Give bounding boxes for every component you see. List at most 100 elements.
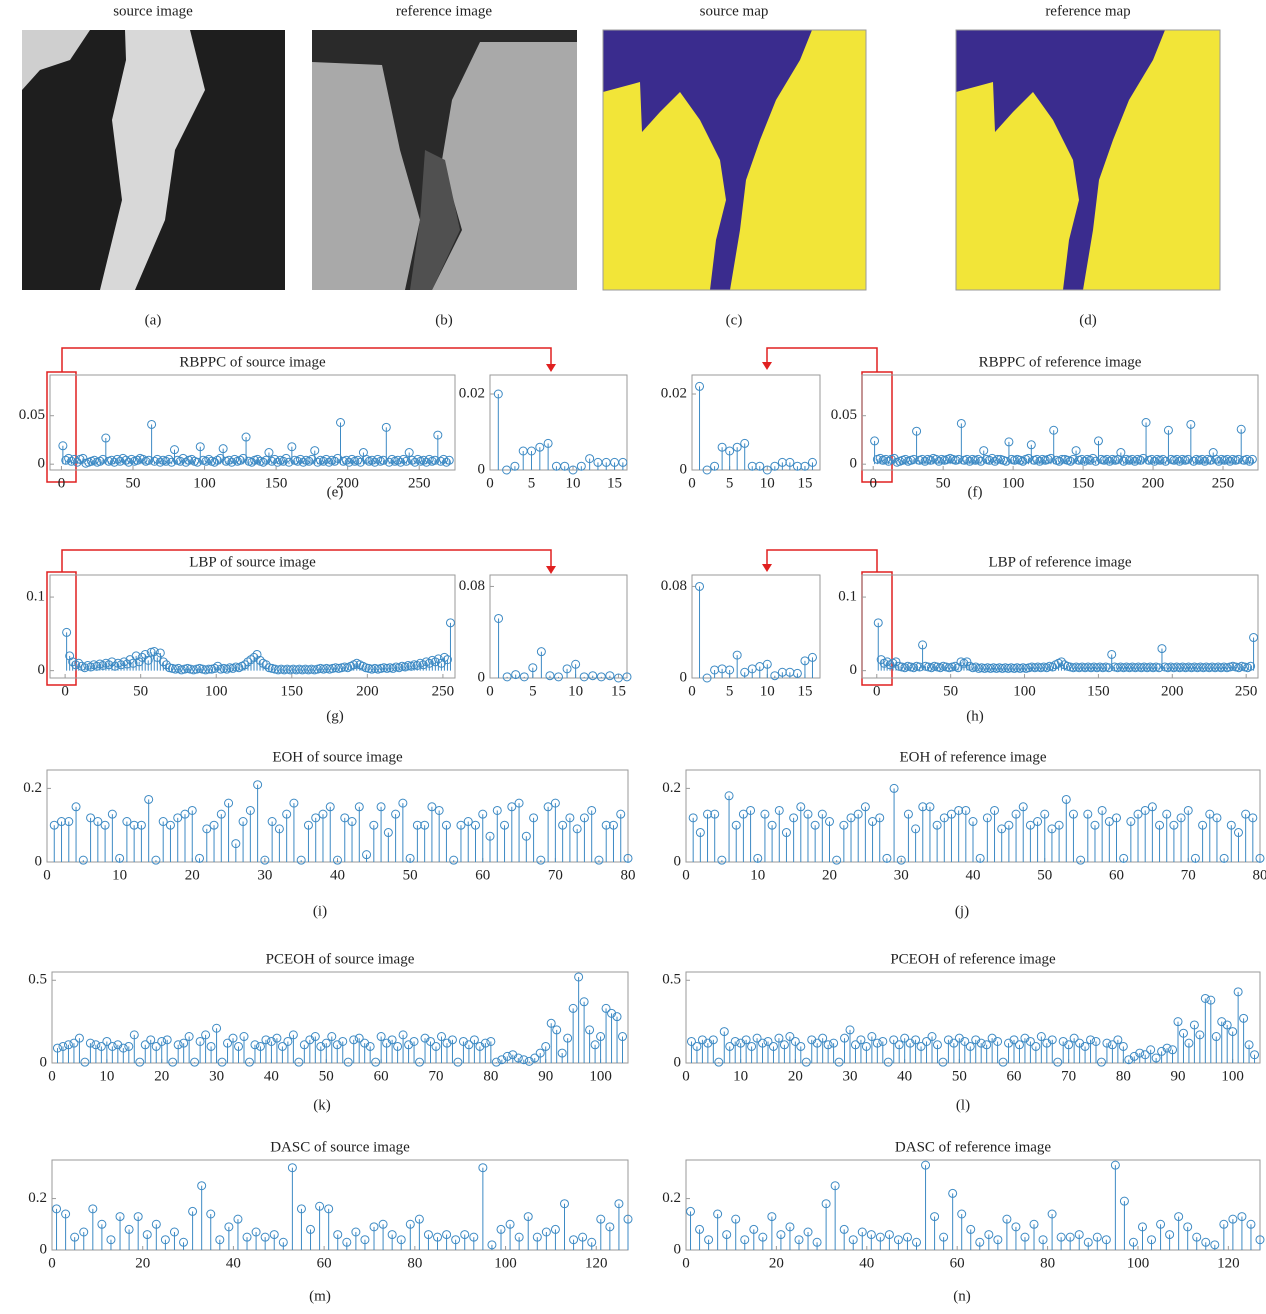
stem-marker — [710, 809, 720, 819]
stem-marker — [714, 1057, 724, 1067]
stem-marker — [1189, 1020, 1199, 1030]
stem-marker — [948, 1188, 958, 1198]
stem-marker — [500, 820, 510, 830]
x-tick-label: 60 — [1109, 867, 1124, 883]
stem-marker — [984, 1230, 994, 1240]
stem-marker — [1056, 1232, 1066, 1242]
stem-marker — [911, 824, 921, 834]
stem-marker — [367, 455, 377, 465]
stem-marker — [267, 456, 277, 466]
x-tick-label: 0 — [43, 867, 51, 883]
stem-marker — [278, 1237, 288, 1247]
stem-marker — [61, 1209, 71, 1219]
stem-marker — [347, 817, 357, 827]
stem-marker — [274, 824, 284, 834]
stem-marker — [195, 1036, 205, 1046]
stem-marker — [1069, 1033, 1079, 1043]
stem-marker — [961, 805, 971, 815]
stem-marker — [550, 1224, 560, 1234]
stem-marker — [902, 1232, 912, 1242]
x-tick-label: 50 — [943, 683, 958, 699]
stem-marker — [1086, 1035, 1096, 1045]
stem-marker — [206, 1209, 216, 1219]
stem-marker — [572, 824, 582, 834]
stem-marker — [1065, 1232, 1075, 1242]
stem-marker — [442, 1230, 452, 1240]
stem-marker — [608, 820, 618, 830]
stem-marker — [834, 1057, 844, 1067]
stem-marker — [210, 663, 220, 673]
stem-marker — [227, 457, 237, 467]
stem-marker — [398, 454, 408, 464]
stem-marker — [1233, 987, 1243, 997]
stem-marker — [1091, 1036, 1101, 1046]
stem-marker — [976, 456, 986, 466]
x-tick-label: 0 — [873, 683, 881, 699]
stem-marker — [785, 457, 795, 467]
stem-marker — [1032, 454, 1042, 464]
x-tick-label: 50 — [319, 1068, 334, 1084]
x-tick-label: 15 — [607, 475, 622, 491]
stem-marker — [195, 442, 205, 452]
stem-marker — [140, 1040, 150, 1050]
stem-marker — [101, 433, 111, 443]
stem-marker — [938, 1057, 948, 1067]
stem-marker — [882, 853, 892, 863]
axes-frame — [49, 574, 456, 679]
x-tick-label: 0 — [682, 867, 690, 883]
x-tick-label: 60 — [475, 867, 490, 883]
stem-marker — [445, 618, 455, 628]
stem-marker — [530, 1053, 540, 1063]
stem-marker — [340, 813, 350, 823]
stem-marker — [327, 1032, 337, 1042]
stem-marker — [574, 972, 584, 982]
stem-marker — [1054, 820, 1064, 830]
stem-marker — [1249, 633, 1259, 643]
image-title: reference image — [396, 3, 493, 19]
stem-marker — [381, 422, 391, 432]
stem-marker — [69, 1038, 79, 1048]
stem-marker — [779, 1040, 789, 1050]
x-tick-label: 40 — [226, 1255, 241, 1271]
stem-marker — [776, 1230, 786, 1240]
x-tick-label: 80 — [1253, 867, 1266, 883]
stem-marker — [201, 1030, 211, 1040]
chart-title: RBPPC of source image — [179, 354, 326, 370]
stem-marker — [568, 1003, 578, 1013]
stem-marker — [336, 418, 346, 427]
stem-marker — [613, 673, 623, 683]
stem-marker — [1004, 820, 1014, 830]
stem-marker — [98, 660, 108, 670]
stem-marker — [710, 461, 720, 471]
stem-marker — [588, 671, 598, 681]
stem-marker — [347, 454, 357, 464]
stem-marker — [817, 809, 827, 819]
stem-marker — [204, 454, 214, 464]
stem-marker — [917, 454, 927, 464]
stem-marker — [866, 1230, 876, 1240]
x-tick-label: 20 — [788, 1068, 803, 1084]
stem-marker — [433, 654, 443, 664]
stem-marker — [469, 1035, 479, 1045]
stem-marker — [52, 1204, 62, 1214]
axes-frame — [685, 1159, 1261, 1251]
stem-marker — [439, 652, 449, 662]
stem-marker — [839, 1224, 849, 1234]
stem-marker — [1102, 1038, 1112, 1048]
stem-marker — [124, 1224, 134, 1234]
stem-marker — [1079, 456, 1089, 466]
stem-marker — [918, 640, 928, 650]
stem-marker — [324, 457, 334, 467]
stem-marker — [64, 817, 74, 827]
stem-marker — [115, 456, 125, 466]
stem-marker — [870, 436, 880, 446]
chart-title: DASC of reference image — [895, 1139, 1052, 1155]
stem-marker — [596, 1032, 606, 1042]
stem-marker — [212, 455, 222, 465]
stem-marker — [740, 667, 750, 677]
stem-marker — [1119, 853, 1129, 863]
stem-marker — [856, 1035, 866, 1045]
stem-marker — [412, 820, 422, 830]
x-tick-label: 60 — [1007, 1068, 1022, 1084]
stem-marker — [370, 457, 380, 467]
